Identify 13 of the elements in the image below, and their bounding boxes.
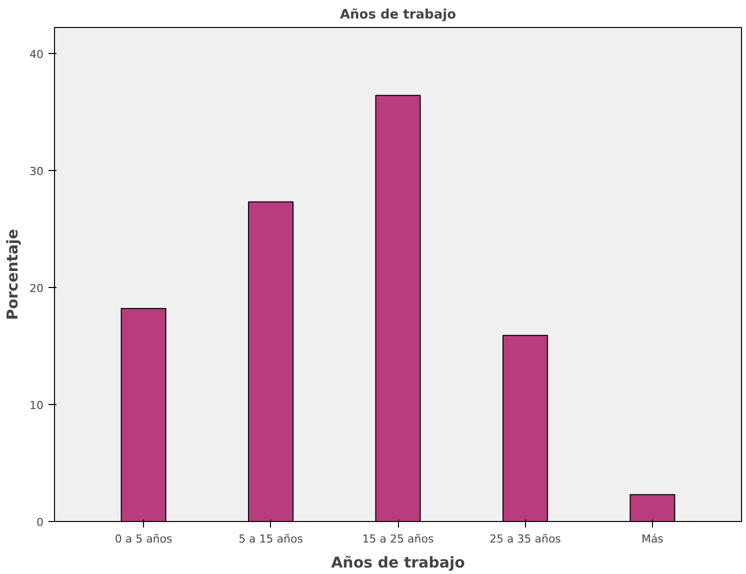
- y-axis-title: Porcentaje: [4, 228, 22, 320]
- x-axis-title: Años de trabajo: [331, 554, 465, 572]
- x-tick-label: 0 a 5 años: [114, 532, 173, 546]
- x-tick-label: Más: [641, 532, 664, 546]
- y-tick-label: 10: [30, 398, 44, 412]
- chart-title: Años de trabajo: [340, 8, 456, 22]
- y-tick-label: 40: [30, 48, 44, 61]
- y-tick-label: 0: [36, 516, 44, 529]
- x-tick-label: 25 a 35 años: [490, 532, 562, 546]
- x-tick-label: 5 a 15 años: [238, 532, 304, 546]
- y-tick-label: 30: [30, 164, 44, 178]
- x-tick-label: 15 a 25 años: [362, 532, 434, 546]
- y-tick-label: 20: [30, 282, 44, 295]
